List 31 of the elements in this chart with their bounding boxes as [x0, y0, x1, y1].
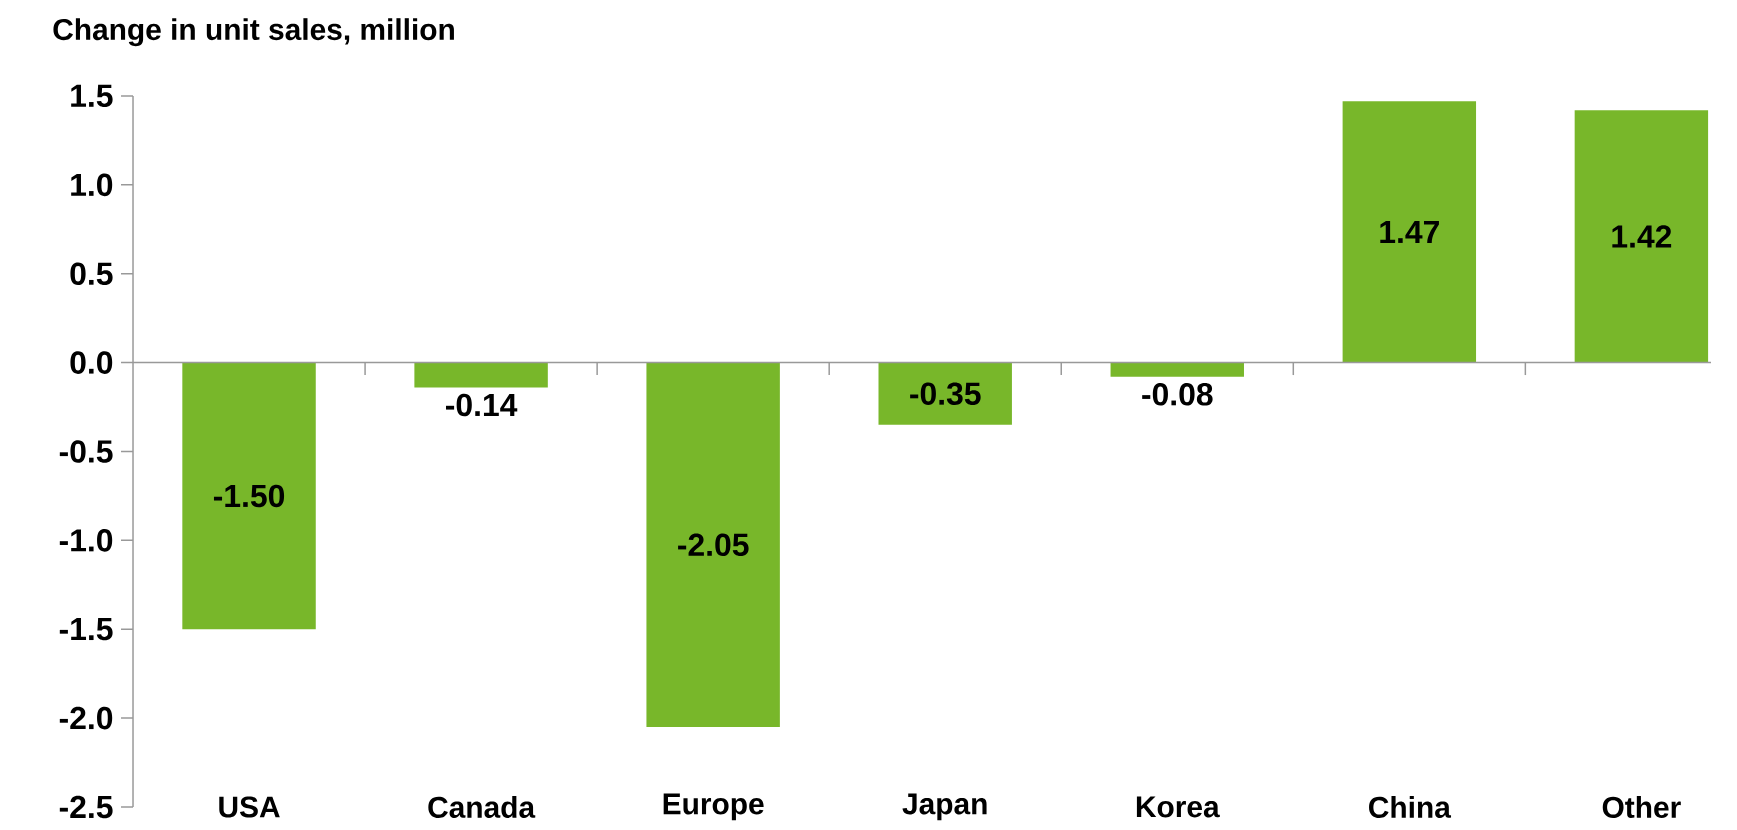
- data-label: 1.47: [1380, 221, 1439, 243]
- y-axis-title: Change in unit sales, million: [53, 18, 454, 47]
- bar: [414, 362, 548, 388]
- bar: [182, 362, 316, 630]
- x-tick-label: Korea: [1136, 796, 1220, 818]
- data-label: -0.14: [446, 393, 518, 417]
- y-tick-label: -2.0: [59, 706, 113, 730]
- data-label: -0.35: [910, 382, 981, 406]
- y-tick-label: 0.5: [70, 262, 113, 286]
- y-tick-label: 0.0: [70, 351, 113, 374]
- x-tick-label: Europe: [663, 793, 764, 821]
- y-tick-label: 1.5: [71, 84, 113, 108]
- bar: [646, 362, 780, 727]
- y-tick-label: 1.0: [71, 173, 113, 197]
- y-tick-label: -1.5: [59, 618, 113, 641]
- data-label: -1.50: [213, 484, 285, 508]
- y-tick-label: -2.5: [59, 795, 113, 819]
- y-tick-label: -0.5: [59, 440, 113, 463]
- data-label: -0.08: [1142, 383, 1213, 406]
- x-tick-label: Other: [1602, 796, 1681, 818]
- y-tick-label: -1.0: [59, 529, 113, 552]
- x-tick-label: Japan: [902, 793, 987, 821]
- x-tick-label: China: [1369, 796, 1452, 818]
- data-label: -2.05: [678, 533, 749, 557]
- bar: [878, 362, 1012, 425]
- bar: [1342, 101, 1477, 363]
- x-tick-label: USA: [219, 796, 280, 818]
- bar: [1110, 362, 1244, 377]
- data-label: 1.42: [1612, 225, 1672, 248]
- x-tick-label: Canada: [428, 796, 536, 818]
- bar: [1574, 110, 1709, 363]
